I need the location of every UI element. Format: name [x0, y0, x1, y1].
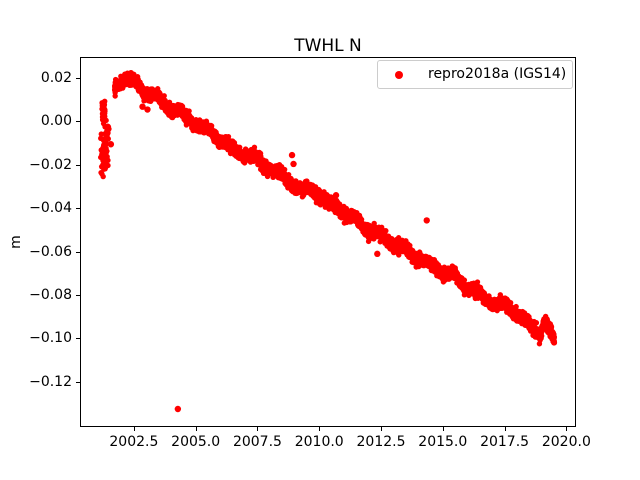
y-tick-mark [76, 78, 80, 80]
scatter-canvas [80, 57, 576, 427]
x-tick-mark [381, 427, 382, 431]
y-tick-label: −0.12 [29, 373, 72, 390]
legend-marker-dot-icon [395, 70, 403, 79]
y-tick-mark [76, 338, 80, 340]
y-tick-mark [76, 251, 80, 253]
y-tick-label: −0.04 [29, 200, 72, 217]
x-tick-label: 2005.0 [171, 434, 221, 450]
x-tick-label: 2007.5 [232, 434, 282, 450]
y-tick-mark [76, 121, 80, 123]
y-tick-mark [76, 164, 80, 166]
x-tick-mark [257, 427, 259, 431]
legend-label: repro2018a (IGS14) [428, 66, 567, 82]
y-tick-label: −0.10 [29, 330, 72, 347]
x-tick-label: 2017.5 [480, 434, 530, 450]
x-tick-mark [195, 427, 197, 431]
x-tick-label: 2020.0 [541, 434, 591, 450]
x-tick-label: 2012.5 [356, 434, 406, 450]
legend: repro2018a (IGS14) [377, 60, 573, 89]
y-tick-label: 0.00 [40, 113, 72, 130]
y-axis-label: m [8, 235, 24, 249]
y-tick-label: −0.06 [29, 243, 72, 260]
y-tick-mark [76, 208, 80, 210]
y-tick-label: −0.02 [29, 156, 72, 173]
x-tick-label: 2015.0 [418, 434, 468, 450]
x-tick-mark [319, 427, 321, 431]
chart-title: TWHL N [294, 36, 362, 56]
y-tick-mark [76, 295, 80, 297]
y-tick-label: −0.08 [29, 287, 72, 304]
y-tick-mark [76, 381, 80, 383]
x-tick-mark [504, 427, 506, 431]
x-tick-mark [133, 427, 135, 431]
y-tick-label: 0.02 [40, 70, 72, 87]
x-tick-label: 2002.5 [109, 434, 159, 450]
x-tick-mark [442, 427, 444, 431]
x-tick-label: 2010.0 [294, 434, 344, 450]
x-tick-mark [566, 427, 568, 431]
